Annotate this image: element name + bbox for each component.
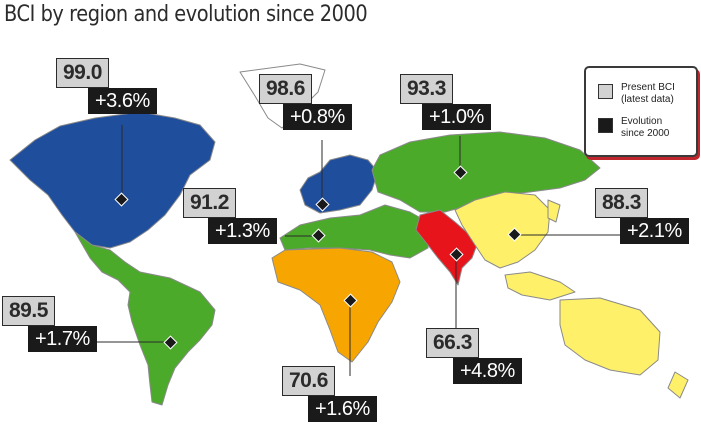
bci-value: 91.2 <box>183 188 236 218</box>
region-marker <box>343 293 358 308</box>
map-legend: Present BCI (latest data) Evolution sinc… <box>584 66 698 157</box>
label-sub-saharan-africa: 70.6 +1.6% <box>282 366 377 422</box>
evolution-value: +1.7% <box>28 326 97 352</box>
region-marker <box>311 228 326 243</box>
label-europe: 98.6 +0.8% <box>259 74 352 130</box>
region-cis-shape <box>371 131 601 213</box>
label-cis: 93.3 +1.0% <box>400 74 491 130</box>
region-marker <box>315 197 330 212</box>
label-latin-america: 89.5 +1.7% <box>2 296 97 352</box>
region-marker <box>507 227 522 242</box>
region-marker <box>453 165 468 180</box>
label-middle-east-north-africa: 91.2 +1.3% <box>183 188 277 244</box>
region-east-asia-pacific-shape <box>454 191 551 269</box>
bci-value: 88.3 <box>595 188 648 218</box>
region-marker <box>163 335 178 350</box>
region-east-asia-pacific-shape <box>559 297 661 376</box>
label-east-asia-pacific: 88.3 +2.1% <box>595 188 689 244</box>
map-title: BCI by region and evolution since 2000 <box>4 2 368 27</box>
region-middle-east-north-africa-shape <box>279 204 429 259</box>
evolution-value: +0.8% <box>283 104 352 130</box>
evolution-value: +1.3% <box>208 218 277 244</box>
region-europe-shape <box>299 154 379 214</box>
evolution-value: +1.6% <box>308 396 377 422</box>
bci-value: 98.6 <box>259 74 312 104</box>
region-north-america-shape <box>9 111 216 249</box>
evolution-value: +4.8% <box>453 358 522 384</box>
present-bci-swatch <box>598 84 613 99</box>
evolution-swatch <box>598 118 613 133</box>
region-latin-america-shape <box>74 231 216 406</box>
evolution-value: +1.0% <box>422 104 491 130</box>
region-east-asia-pacific-shape <box>504 271 576 301</box>
evolution-value: +3.6% <box>88 88 157 114</box>
label-north-america: 99.0 +3.6% <box>56 58 157 114</box>
evolution-value: +2.1% <box>620 218 689 244</box>
region-south-asia-shape <box>415 209 479 286</box>
region-marker <box>114 192 129 207</box>
bci-value: 66.3 <box>426 328 479 358</box>
region-marker <box>449 247 464 262</box>
region-east-asia-pacific-shape <box>667 371 689 399</box>
region-east-asia-pacific-shape <box>547 199 561 223</box>
legend-evolution-label: Evolution since 2000 <box>621 116 670 139</box>
label-south-asia: 66.3 +4.8% <box>426 328 522 384</box>
bci-value: 99.0 <box>56 58 109 88</box>
bci-value: 89.5 <box>2 296 55 326</box>
region-sub-saharan-africa-shape <box>271 247 401 363</box>
bci-value: 93.3 <box>400 74 453 104</box>
legend-present-label: Present BCI (latest data) <box>621 82 675 105</box>
bci-value: 70.6 <box>282 366 335 396</box>
